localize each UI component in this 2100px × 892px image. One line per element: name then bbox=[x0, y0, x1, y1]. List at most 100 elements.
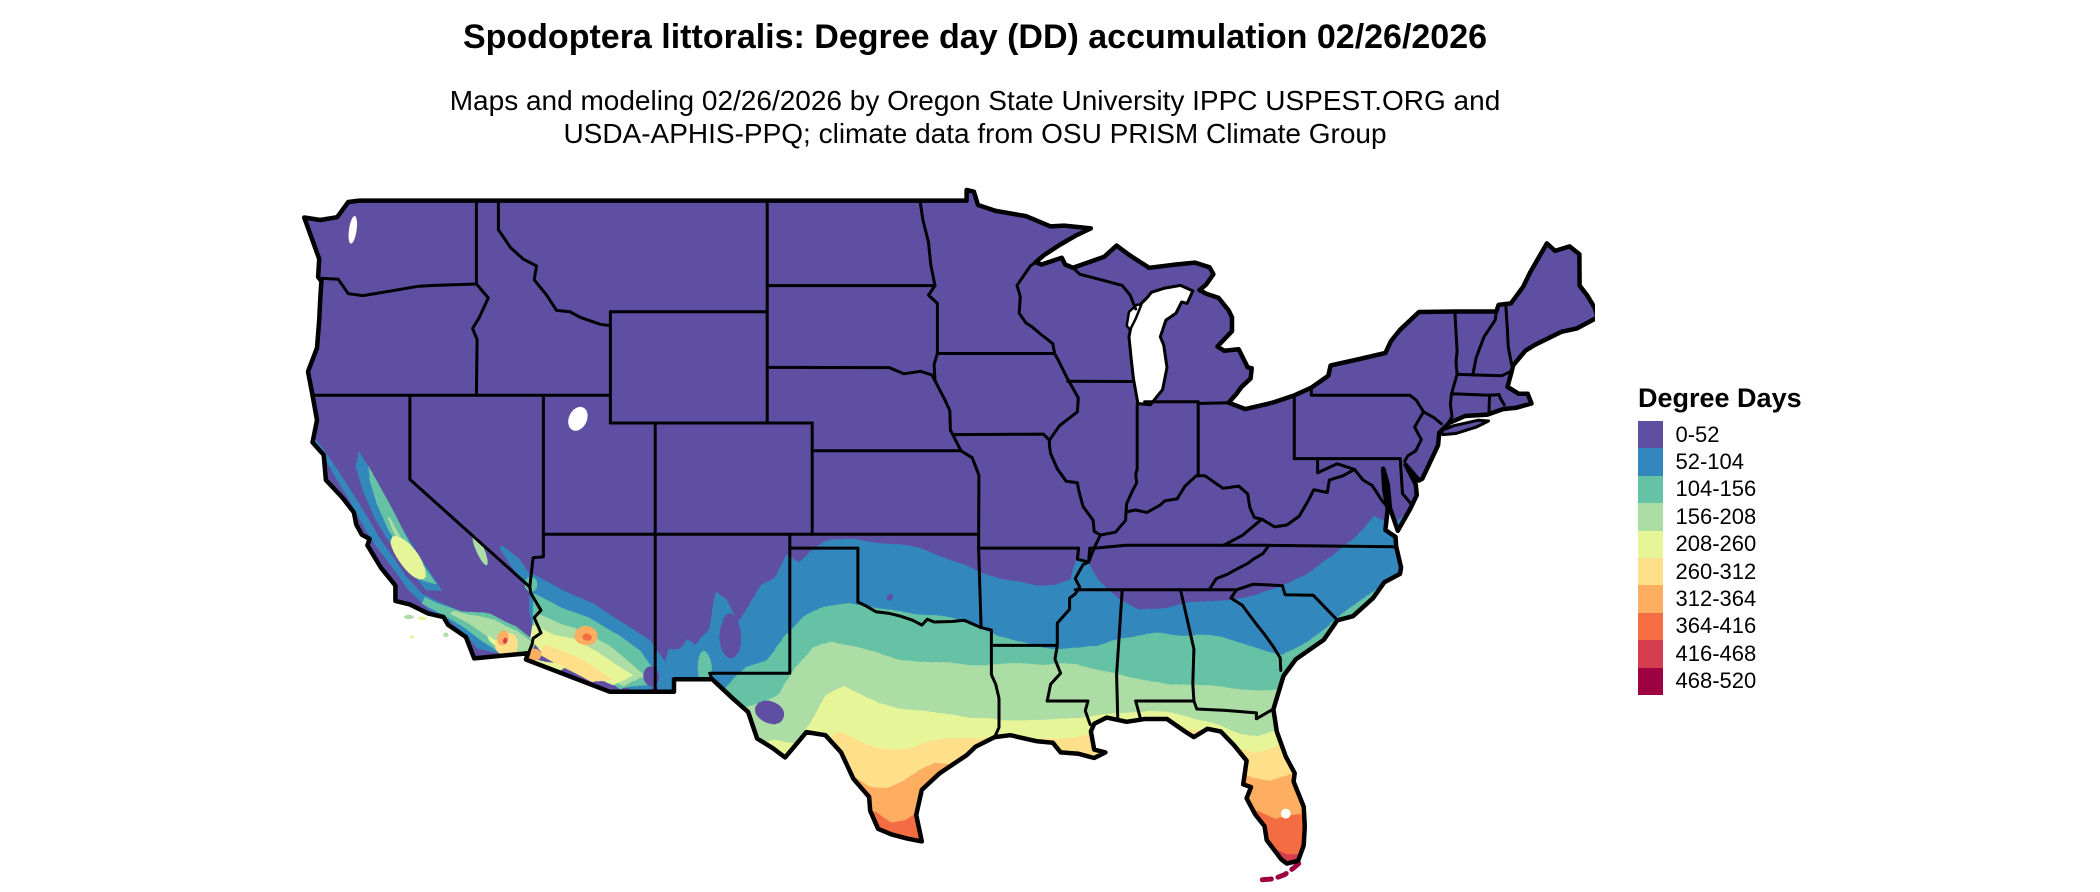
state-borders bbox=[311, 199, 1514, 739]
state-border-line bbox=[408, 393, 543, 661]
legend-label: 416-468 bbox=[1675, 640, 1757, 666]
legend-label: 156-208 bbox=[1675, 503, 1757, 529]
legend-row: 156-208 bbox=[1638, 503, 1802, 531]
legend-rows: 0-52 52-104 104-156 156-208 208-260 260-… bbox=[1638, 421, 1802, 695]
subtitle-line-1: Maps and modeling 02/26/2026 by Oregon S… bbox=[449, 85, 1501, 116]
legend-label: 468-520 bbox=[1675, 668, 1757, 694]
legend-swatch bbox=[1638, 503, 1663, 531]
state-border-line bbox=[951, 432, 1051, 442]
sw-climate-blob bbox=[495, 627, 507, 644]
sw-climate-blob bbox=[537, 642, 614, 685]
state-border-line bbox=[1422, 410, 1443, 426]
map-subtitle: Maps and modeling 02/26/2026 by Oregon S… bbox=[0, 84, 1950, 150]
legend-swatch bbox=[1638, 475, 1663, 504]
state-border-line bbox=[1222, 517, 1264, 547]
state-border-line bbox=[765, 365, 937, 383]
dd-band-364-416 bbox=[304, 809, 1598, 864]
state-border-line bbox=[1207, 543, 1271, 592]
green-bay bbox=[1125, 303, 1143, 332]
legend-row: 260-312 bbox=[1638, 557, 1802, 586]
state-border-line bbox=[1487, 393, 1492, 415]
state-border-line bbox=[471, 282, 490, 397]
sw-climate-blob bbox=[756, 699, 781, 722]
state-border-line bbox=[1450, 392, 1501, 397]
map-title: Spodoptera littoralis: Degree day (DD) a… bbox=[462, 18, 1488, 56]
legend-row: 312-364 bbox=[1638, 585, 1802, 613]
channel-island bbox=[417, 616, 427, 621]
legend-swatch bbox=[1638, 640, 1663, 668]
dd-band-416-468 bbox=[304, 837, 1598, 864]
state-border-line bbox=[1015, 260, 1057, 355]
state-border-line bbox=[1309, 386, 1425, 463]
legend-swatch bbox=[1638, 530, 1663, 558]
state-border-line bbox=[1446, 372, 1459, 425]
state-border-line bbox=[1134, 699, 1275, 721]
legend-swatch bbox=[1638, 448, 1663, 476]
legend-swatch bbox=[1638, 585, 1663, 613]
sw-climate-blob bbox=[696, 652, 713, 683]
dd-band-260-312 bbox=[304, 731, 1598, 864]
state-border-line bbox=[1071, 266, 1138, 311]
state-border-line bbox=[789, 546, 860, 604]
sw-climate-blob bbox=[486, 634, 569, 674]
legend-label: 52-104 bbox=[1675, 449, 1745, 475]
state-border-line bbox=[1455, 369, 1514, 378]
state-border-line bbox=[1045, 699, 1092, 727]
legend-swatch bbox=[1638, 667, 1663, 695]
channel-island bbox=[403, 614, 414, 620]
legend-row: 208-260 bbox=[1638, 530, 1802, 558]
legend-label: 260-312 bbox=[1675, 558, 1757, 584]
sw-climate-blob bbox=[655, 614, 689, 649]
long-island bbox=[1439, 418, 1490, 437]
state-border-line bbox=[918, 199, 939, 355]
state-border-line bbox=[951, 433, 983, 630]
state-border-line bbox=[708, 532, 792, 681]
us-map-svg bbox=[301, 187, 1600, 883]
state-border-line bbox=[1260, 467, 1356, 529]
state-border-line bbox=[1045, 533, 1102, 703]
state-border-line bbox=[977, 546, 1097, 564]
subtitle-line-2: USDA-APHIS-PPQ; climate data from OSU PR… bbox=[563, 118, 1387, 149]
state-border-line bbox=[1134, 699, 1142, 720]
state-border-line bbox=[1099, 474, 1264, 537]
land-fill-group bbox=[304, 190, 1598, 864]
legend-row: 364-416 bbox=[1638, 612, 1802, 641]
legend-row: 468-520 bbox=[1638, 667, 1802, 695]
state-border-line bbox=[1047, 352, 1102, 537]
sw-climate-blob bbox=[471, 534, 488, 565]
state-border-line bbox=[1453, 310, 1459, 376]
state-border-line bbox=[979, 626, 1001, 739]
state-border-line bbox=[1124, 401, 1139, 514]
channel-island bbox=[410, 635, 415, 639]
state-border-line bbox=[1093, 543, 1398, 550]
channel-island bbox=[443, 632, 449, 637]
dd-band-312-364 bbox=[304, 764, 1598, 864]
legend-row: 416-468 bbox=[1638, 640, 1802, 668]
state-border-line bbox=[1143, 400, 1231, 405]
legend-swatch bbox=[1638, 612, 1663, 641]
state-border-line bbox=[1115, 588, 1124, 722]
sw-climate-blob bbox=[582, 633, 592, 641]
sw-climate-blob bbox=[392, 538, 428, 580]
legend-label: 104-156 bbox=[1675, 476, 1757, 502]
state-border-line bbox=[1316, 457, 1391, 510]
legend-row: 104-156 bbox=[1638, 475, 1802, 504]
state-border-line bbox=[321, 276, 478, 298]
legend: Degree Days 0-52 52-104 104-156 156-208 … bbox=[1638, 383, 1802, 695]
state-border-line bbox=[1179, 588, 1196, 703]
sw-climate-blob bbox=[500, 635, 506, 642]
state-border-line bbox=[1235, 582, 1340, 623]
state-border-line bbox=[1229, 588, 1283, 672]
legend-swatch bbox=[1638, 421, 1663, 449]
state-border-line bbox=[496, 199, 612, 328]
lake-okeechobee bbox=[1280, 808, 1291, 819]
puget-sound bbox=[348, 216, 358, 244]
dd-band-208-260 bbox=[304, 687, 1598, 864]
state-border-line bbox=[1471, 310, 1498, 377]
legend-label: 0-52 bbox=[1675, 421, 1720, 447]
us-degree-day-map bbox=[295, 185, 1600, 885]
sw-climate-blob bbox=[528, 623, 634, 686]
legend-row: 52-104 bbox=[1638, 448, 1802, 476]
state-border-line bbox=[528, 393, 545, 589]
